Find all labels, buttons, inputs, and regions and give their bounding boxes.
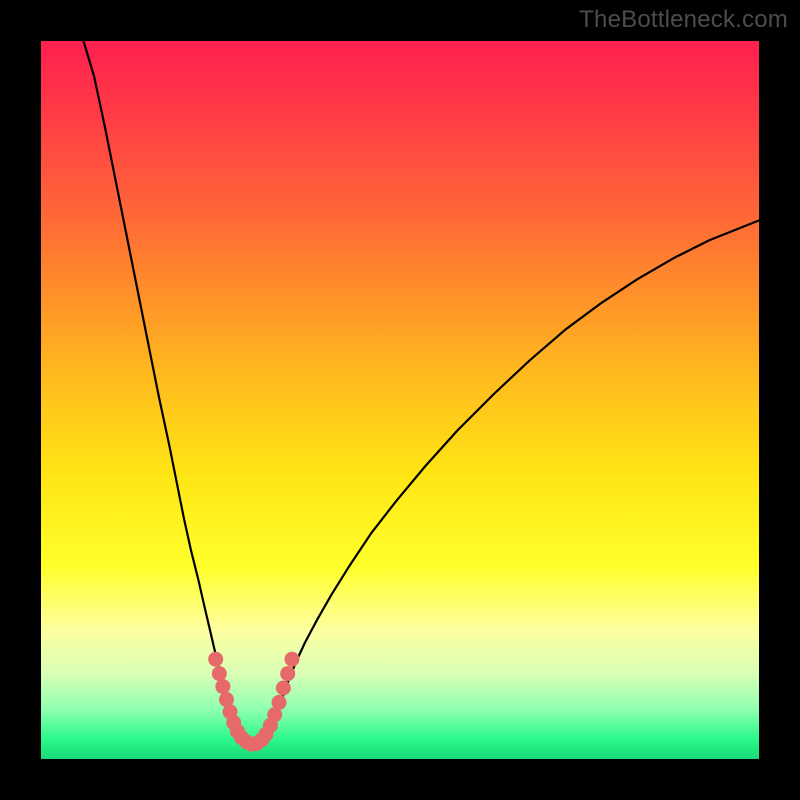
watermark-text: TheBottleneck.com xyxy=(579,6,788,34)
plot-background xyxy=(40,40,760,760)
trough-marker xyxy=(215,679,230,694)
trough-marker xyxy=(212,666,227,681)
trough-marker xyxy=(272,695,287,710)
trough-marker xyxy=(276,681,291,696)
trough-marker xyxy=(208,652,223,667)
trough-marker xyxy=(280,666,295,681)
root: TheBottleneck.com xyxy=(0,0,800,800)
trough-marker xyxy=(285,652,300,667)
bottleneck-chart xyxy=(0,0,800,800)
